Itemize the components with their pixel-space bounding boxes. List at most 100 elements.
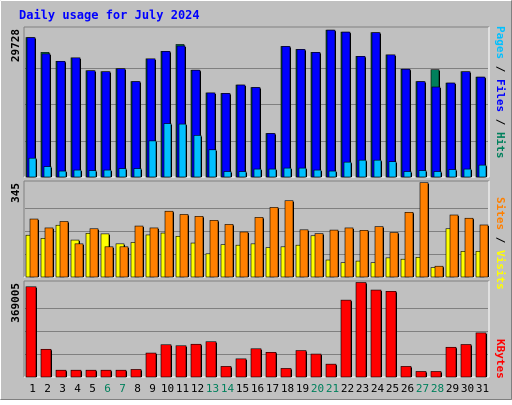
panels-group: 29728 Pages / Files / Hits 345 Sites / Visi…	[9, 26, 507, 379]
kbytes-bar	[475, 332, 487, 378]
sites-bar	[479, 224, 489, 278]
pages-bar	[298, 167, 307, 178]
day-label: 20	[311, 382, 324, 395]
files-bar	[476, 76, 486, 178]
pages-bar	[403, 171, 412, 178]
legend-visits: Visits	[494, 250, 507, 290]
kbytes-bar	[175, 345, 187, 378]
day-label: 16	[251, 382, 264, 395]
kbytes-bar	[385, 291, 397, 378]
pages-bar	[163, 123, 172, 178]
pages-bar	[433, 171, 442, 178]
files-bar	[281, 46, 291, 178]
sites-bar	[404, 212, 414, 278]
files-bar	[221, 93, 231, 178]
files-bar	[116, 68, 126, 178]
day-label: 8	[134, 382, 141, 395]
pages-bar	[313, 169, 322, 178]
day-label: 6	[104, 382, 111, 395]
files-bar	[251, 87, 261, 178]
day-label: 11	[176, 382, 189, 395]
files-bar	[416, 81, 426, 178]
kbytes-bar	[85, 369, 97, 378]
files-bar	[371, 32, 381, 178]
files-bar	[356, 56, 366, 178]
day-label: 26	[401, 382, 414, 395]
legend-files: Files	[494, 79, 507, 112]
pages-bar	[283, 167, 292, 178]
files-bar	[131, 81, 141, 178]
sites-bar	[419, 182, 429, 278]
day-label: 7	[119, 382, 126, 395]
kbytes-bar	[280, 368, 292, 378]
day-label: 14	[221, 382, 235, 395]
day-label: 12	[191, 382, 204, 395]
sites-bar	[344, 227, 354, 278]
sites-bar	[359, 230, 369, 278]
sites-bar	[179, 214, 189, 278]
pages-bar	[208, 149, 217, 178]
legend-hits: Hits	[494, 132, 507, 159]
pages-bar	[133, 168, 142, 178]
pages-bar	[328, 170, 337, 178]
sites-bar	[134, 225, 144, 278]
kbytes-bar	[400, 366, 412, 378]
day-label: 28	[431, 382, 444, 395]
kbytes-bar	[130, 369, 142, 378]
day-label: 22	[341, 382, 354, 395]
pages-bar	[253, 168, 262, 178]
files-bar	[71, 57, 81, 178]
pages-bar	[193, 135, 202, 178]
day-label: 13	[206, 382, 219, 395]
pages-bar	[178, 123, 187, 178]
day-label: 10	[161, 382, 174, 395]
sites-bar	[434, 265, 444, 278]
files-bar	[86, 70, 96, 178]
kbytes-bar	[55, 369, 67, 378]
day-label: 31	[476, 382, 489, 395]
kbytes-bar	[115, 369, 127, 378]
sites-bar	[164, 210, 174, 278]
pages-bar	[28, 157, 37, 178]
day-label: 4	[74, 382, 81, 395]
sites-bar	[239, 231, 249, 278]
pages-bar	[223, 171, 232, 178]
files-bar	[461, 71, 471, 178]
pages-bar	[478, 164, 487, 178]
sites-bar	[389, 232, 399, 278]
pages-bar	[448, 169, 457, 178]
sites-bar	[44, 227, 54, 278]
sites-bar	[284, 200, 294, 278]
day-label: 24	[371, 382, 385, 395]
sites-bar	[209, 220, 219, 278]
sites-bar	[374, 226, 384, 278]
legend-pages: Pages	[494, 26, 507, 59]
sites-bar	[149, 227, 159, 278]
files-bar	[431, 86, 441, 178]
files-bar	[26, 37, 36, 178]
kbytes-bar	[160, 344, 172, 378]
pages-bar	[463, 168, 472, 178]
day-label: 27	[416, 382, 429, 395]
files-bar	[326, 29, 336, 178]
legend-sites: Sites	[494, 197, 507, 230]
day-label: 3	[59, 382, 66, 395]
pages-bar	[148, 140, 157, 178]
kbytes-bar	[235, 358, 247, 378]
files-bar	[311, 52, 321, 178]
pages-bar	[43, 166, 52, 178]
kbytes-bar	[460, 344, 472, 378]
kbytes-bar	[340, 299, 352, 378]
day-label: 2	[44, 382, 51, 395]
kbytes-bar	[25, 286, 37, 378]
day-label: 15	[236, 382, 249, 395]
panel-1-max-label: 29728	[9, 29, 22, 62]
pages-bar	[238, 171, 247, 178]
pages-bar	[88, 170, 97, 178]
kbytes-bar	[430, 371, 442, 378]
day-label: 23	[356, 382, 369, 395]
files-bar	[386, 54, 396, 178]
day-label: 18	[281, 382, 294, 395]
pages-bar	[103, 169, 112, 178]
